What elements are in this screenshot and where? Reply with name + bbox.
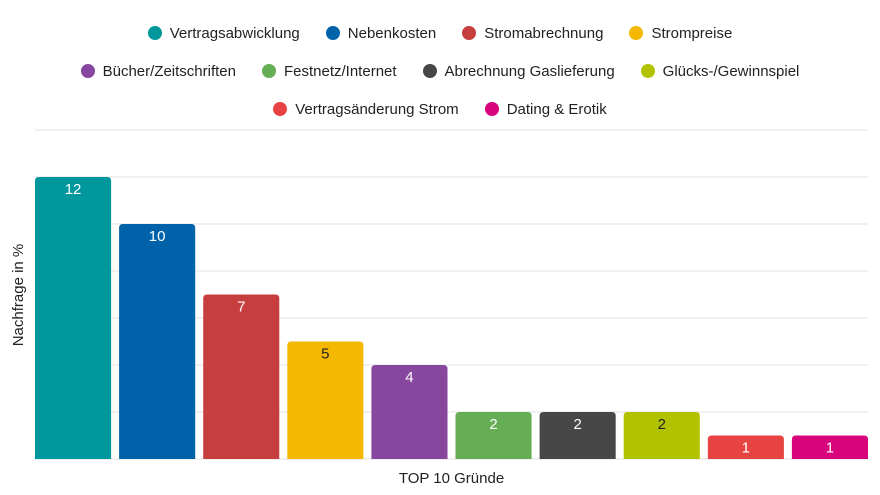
bar — [623, 412, 700, 459]
legend-swatch — [325, 26, 340, 40]
legend-label: Vertragsänderung Strom — [295, 100, 459, 118]
x-axis-label: TOP 10 Gründe — [399, 470, 504, 487]
legend-item: Nebenkosten — [325, 24, 437, 42]
data-label: 1 — [742, 440, 750, 457]
bar — [539, 412, 616, 459]
legend-item: Vertragsabwicklung — [147, 24, 300, 42]
legend-label: Vertragsabwicklung — [169, 24, 300, 42]
data-label: 1 — [826, 440, 834, 457]
legend-label: Abrechnung Gaslieferung — [444, 62, 615, 80]
bar — [35, 177, 112, 459]
legend-swatch — [629, 26, 644, 40]
data-label: 2 — [658, 416, 666, 433]
legend-swatch — [484, 102, 499, 116]
legend: Vertragsabwicklung Nebenkosten Stromabrech… — [0, 14, 880, 128]
bar — [791, 435, 868, 459]
legend-item: Festnetz/Internet — [261, 62, 397, 80]
legend-swatch — [80, 64, 95, 78]
bar — [455, 412, 532, 459]
legend-swatch — [462, 26, 477, 40]
legend-item: Dating & Erotik — [484, 100, 607, 118]
legend-swatch — [147, 26, 162, 40]
legend-label: Strompreise — [651, 24, 733, 42]
data-label: 4 — [405, 369, 413, 386]
legend-label: Stromabrechnung — [484, 24, 604, 42]
data-label: 12 — [65, 181, 82, 198]
data-label: 2 — [573, 416, 581, 433]
legend-swatch — [261, 64, 276, 78]
legend-label: Bücher/Zeitschriften — [102, 62, 236, 80]
legend-item: Stromabrechnung — [462, 25, 603, 42]
data-label: 10 — [149, 228, 166, 245]
legend-row: Bücher/Zeitschriften Festnetz/Internet Abr… — [0, 52, 880, 90]
legend-row: Vertragsabwicklung Nebenkosten Stromabrech… — [0, 14, 880, 52]
bar — [287, 341, 364, 459]
legend-item: Vertragsänderung Strom — [273, 100, 459, 118]
legend-label: Festnetz/Internet — [283, 62, 397, 80]
bar — [203, 294, 280, 459]
legend-row: Vertragsänderung Strom Dating & Erotik — [0, 90, 880, 128]
legend-label: Nebenkosten — [347, 24, 437, 42]
bar — [707, 435, 784, 459]
legend-item: Glücks-/Gewinnspiel — [640, 62, 800, 80]
legend-swatch — [640, 64, 655, 78]
data-label: 5 — [321, 346, 329, 363]
legend-swatch — [273, 102, 288, 116]
legend-label: Dating & Erotik — [506, 100, 607, 118]
legend-item: Strompreise — [629, 25, 732, 42]
bar — [119, 224, 196, 459]
legend-label: Glücks-/Gewinnspiel — [662, 62, 800, 80]
data-label: 2 — [489, 416, 497, 433]
legend-item: Abrechnung Gaslieferung — [422, 62, 615, 80]
bar — [371, 365, 448, 459]
data-label: 7 — [237, 299, 245, 316]
legend-swatch — [422, 64, 437, 78]
y-axis-label: Nachfrage in % — [10, 244, 27, 347]
legend-item: Bücher/Zeitschriften — [80, 62, 236, 80]
